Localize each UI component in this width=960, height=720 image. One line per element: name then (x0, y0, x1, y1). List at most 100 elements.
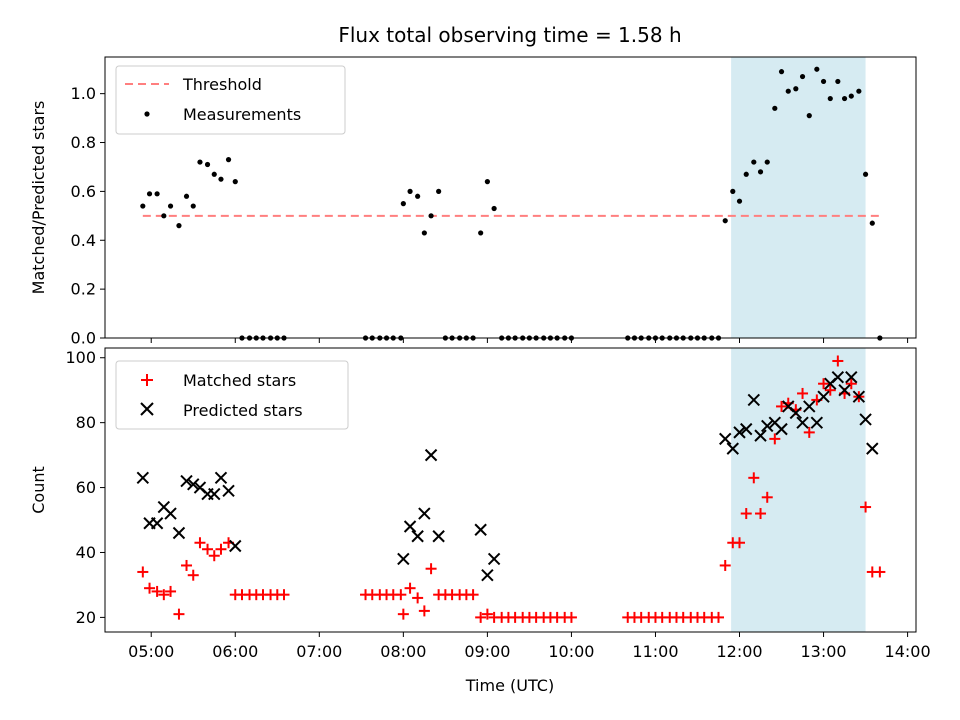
matched-point (418, 605, 430, 617)
x-tick-label: 11:00 (632, 642, 678, 661)
predicted-point (803, 400, 816, 413)
top-panel: 0.0 0.2 0.4 0.6 0.8 1.0 Matched/Predicted sta… (29, 56, 917, 348)
measurement-point (820, 78, 827, 85)
measurement-point (146, 191, 153, 197)
matched-point (151, 585, 163, 597)
predicted-point (866, 442, 879, 455)
matched-point (202, 543, 214, 555)
measurement-point (772, 105, 778, 111)
x-tick-label: 14:00 (885, 642, 931, 661)
predicted-point (180, 474, 193, 488)
predicted-point (164, 507, 177, 520)
x-tick-label: 12:00 (716, 642, 762, 661)
predicted-point (775, 422, 788, 436)
matched-point (845, 378, 857, 390)
measurement-point (757, 169, 764, 175)
predicted-point (733, 426, 746, 439)
predicted-point (187, 478, 200, 491)
matched-point (475, 611, 487, 623)
matched-point (173, 608, 185, 620)
measurement-point (848, 93, 854, 99)
predicted-point (411, 530, 424, 543)
measurement-point (190, 203, 196, 209)
measurement-point (827, 95, 833, 102)
predicted-point (761, 419, 774, 433)
predicted-point (418, 507, 431, 520)
matched-point (797, 387, 809, 399)
measurement-point (856, 88, 862, 94)
predicted-point (719, 432, 732, 446)
measurement-point (862, 171, 869, 177)
measurement-point (814, 66, 820, 72)
predicted-point (136, 471, 150, 485)
predicted-point (208, 487, 221, 501)
y-tick-label: 40 (76, 543, 96, 562)
measurement-point (806, 113, 812, 119)
matched-point (874, 566, 886, 578)
predicted-point (403, 520, 417, 533)
measurement-point (400, 201, 406, 207)
series-predicted-stars (136, 371, 879, 582)
y-tick-label: 1.0 (71, 84, 96, 103)
matched-point (776, 400, 788, 412)
top-legend: Threshold Measurements (115, 65, 346, 135)
measurement-point (736, 198, 743, 204)
matched-point (818, 378, 830, 390)
bottom-legend: Matched stars Predicted stars (115, 360, 349, 430)
measurement-point (428, 213, 434, 219)
matched-point (404, 582, 416, 594)
matched-point (397, 608, 409, 620)
legend-matched-swatch (141, 374, 153, 386)
predicted-point (859, 413, 872, 426)
matched-point (181, 559, 193, 571)
predicted-point (740, 422, 753, 436)
measurement-point (436, 188, 442, 194)
predicted-point (838, 383, 851, 397)
y-tick-label: 100 (65, 348, 96, 367)
matched-point (481, 608, 493, 620)
measurement-point (232, 179, 238, 185)
predicted-point (424, 448, 438, 462)
measurement-point (743, 171, 749, 177)
predicted-point (831, 371, 845, 384)
measurement-point (197, 159, 203, 165)
top-y-axis-label: Matched/Predicted stars (29, 101, 48, 295)
measurement-point (869, 220, 875, 226)
matched-point (713, 611, 725, 623)
measurement-point (793, 86, 799, 92)
x-tick-label: 06:00 (212, 642, 258, 661)
measurement-point (415, 193, 421, 199)
legend-matched-label: Matched stars (183, 371, 296, 390)
y-tick-label: 0.6 (71, 182, 96, 201)
predicted-point (796, 416, 809, 429)
legend-threshold-label: Threshold (182, 75, 262, 94)
measurement-point (491, 205, 497, 212)
matched-point (467, 589, 479, 601)
measurement-point (407, 188, 413, 194)
x-tick-label: 08:00 (380, 642, 426, 661)
matched-point (395, 589, 407, 601)
predicted-point (172, 526, 186, 540)
predicted-point (747, 393, 761, 407)
matched-point (734, 537, 746, 549)
matched-point (755, 508, 767, 520)
measurement-point (183, 193, 190, 199)
matched-point (278, 589, 290, 601)
series-measurements (140, 66, 883, 341)
measurement-point (204, 161, 211, 168)
y-tick-label: 0.4 (71, 231, 96, 250)
measurement-point (730, 188, 736, 194)
x-tick-label: 09:00 (464, 642, 510, 661)
top-panel-frame (104, 56, 917, 339)
matched-point (137, 566, 149, 578)
y-tick-label: 80 (76, 413, 96, 432)
highlight-band (731, 57, 866, 338)
measurement-point (799, 73, 806, 80)
chart-title: Flux total observing time = 1.58 h (338, 23, 681, 47)
y-tick-label: 0.8 (71, 133, 96, 152)
measurement-point (421, 230, 427, 236)
x-tick-label: 13:00 (800, 642, 846, 661)
measurement-point (167, 203, 174, 209)
predicted-point (432, 530, 445, 543)
